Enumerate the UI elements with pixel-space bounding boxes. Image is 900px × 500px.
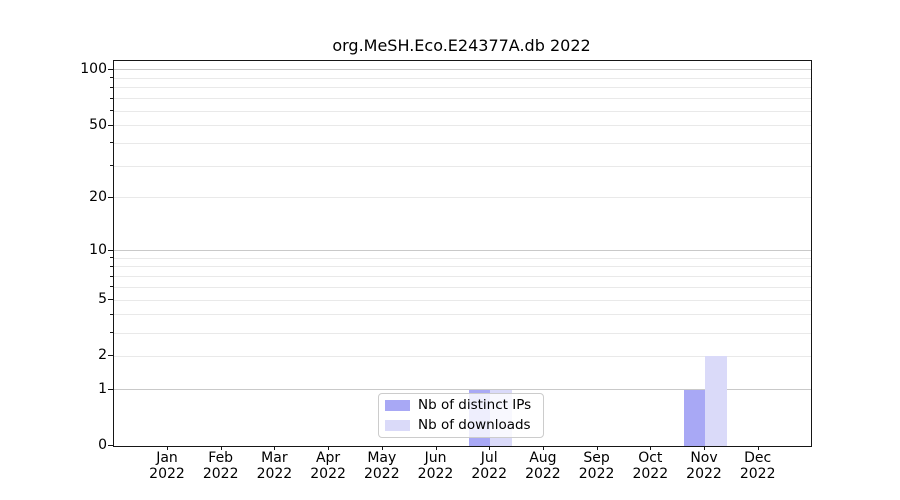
y-minor-tick — [110, 110, 113, 112]
y-tick — [108, 196, 113, 198]
x-tick — [757, 446, 759, 450]
y-minor-tick — [110, 257, 113, 259]
gridline — [114, 77, 811, 79]
y-tick-label: 2 — [98, 347, 107, 364]
gridline — [114, 110, 811, 112]
y-tick — [108, 388, 113, 390]
gridline — [114, 266, 811, 268]
y-minor-tick — [110, 286, 113, 288]
bar-distinct-ips — [683, 389, 705, 446]
x-tick — [220, 446, 222, 450]
y-minor-tick — [110, 275, 113, 277]
gridline — [114, 165, 811, 167]
legend-label-distinct-ips: Nb of distinct IPs — [418, 397, 532, 413]
x-tick-label: May 2022 — [363, 450, 400, 482]
x-tick-label: Jul 2022 — [471, 450, 507, 482]
gridline — [114, 286, 811, 288]
x-tick — [650, 446, 652, 450]
legend-swatch-distinct-ips-icon — [385, 400, 410, 411]
gridline — [114, 142, 811, 144]
legend-item: Nb of distinct IPs — [385, 397, 537, 414]
y-minor-tick — [110, 313, 113, 315]
y-tick-label: 50 — [89, 116, 107, 133]
x-tick — [489, 446, 491, 450]
y-tick-label: 100 — [80, 60, 107, 77]
x-tick-label: Aug 2022 — [525, 450, 561, 482]
y-tick-label: 5 — [98, 291, 107, 308]
gridline — [114, 250, 811, 252]
gridline — [114, 276, 811, 278]
x-tick — [274, 446, 276, 450]
x-tick — [381, 446, 383, 450]
x-tick-label: Mar 2022 — [256, 450, 293, 482]
gridline — [114, 87, 811, 89]
legend-item: Nb of downloads — [385, 417, 537, 434]
x-tick — [328, 446, 330, 450]
x-tick-label: Dec 2022 — [739, 450, 776, 482]
y-minor-tick — [110, 77, 113, 79]
x-tick-label: Feb 2022 — [202, 450, 239, 482]
gridline — [114, 314, 811, 316]
x-tick-label: Apr 2022 — [310, 450, 346, 482]
gridline — [114, 98, 811, 100]
legend-swatch-downloads-icon — [385, 420, 410, 431]
y-minor-tick — [110, 165, 113, 167]
y-tick-label: 0 — [98, 437, 107, 453]
x-tick-label: Nov 2022 — [686, 450, 722, 482]
gridline — [114, 355, 811, 357]
y-tick — [108, 124, 113, 126]
y-tick — [108, 68, 113, 70]
x-tick-label: Oct 2022 — [632, 450, 669, 482]
y-minor-tick — [110, 142, 113, 144]
y-tick — [108, 299, 113, 301]
y-tick — [108, 445, 113, 446]
y-minor-tick — [110, 265, 113, 267]
gridline — [114, 125, 811, 127]
y-tick — [108, 355, 113, 357]
y-tick-label: 1 — [98, 380, 107, 397]
plot-area: Nb of distinct IPs Nb of downloads — [113, 60, 812, 447]
y-tick — [108, 249, 113, 251]
x-tick — [596, 446, 598, 450]
y-minor-tick — [110, 86, 113, 88]
bar-downloads — [705, 356, 727, 446]
gridline — [114, 197, 811, 199]
x-tick — [167, 446, 168, 450]
gridline — [114, 299, 811, 301]
x-tick-label: Sep 2022 — [578, 450, 615, 482]
x-tick-label: Jan 2022 — [149, 450, 185, 482]
y-minor-tick — [110, 332, 113, 334]
gridline — [114, 389, 811, 391]
x-tick — [704, 446, 705, 450]
y-minor-tick — [110, 97, 113, 99]
gridline — [114, 69, 811, 71]
y-tick-label: 20 — [89, 188, 107, 205]
x-tick — [542, 446, 544, 450]
legend: Nb of distinct IPs Nb of downloads — [378, 393, 544, 438]
gridline — [114, 332, 811, 334]
legend-label-downloads: Nb of downloads — [418, 417, 531, 433]
y-tick-label: 10 — [89, 241, 107, 258]
gridline — [114, 257, 811, 259]
x-tick-label: Jun 2022 — [417, 450, 454, 482]
x-tick — [435, 446, 437, 450]
chart-title: org.MeSH.Eco.E24377A.db 2022 — [332, 36, 591, 55]
